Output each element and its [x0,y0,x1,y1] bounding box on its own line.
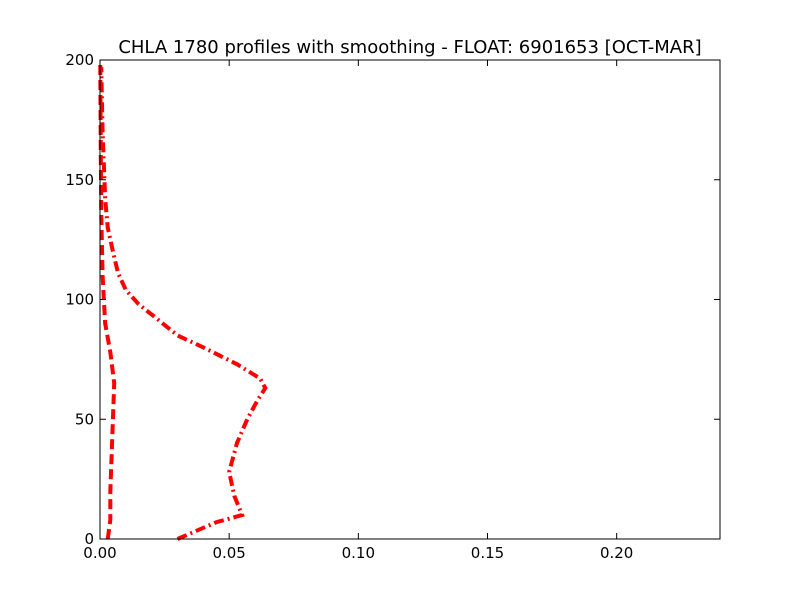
x-tick-label: 0.00 [83,544,116,562]
y-tick-label: 100 [65,291,94,309]
series-line-dashed [98,59,117,540]
x-tick-label: 0.05 [212,544,245,562]
x-tick-label: 0.10 [342,544,375,562]
axis-tick-labels: 0.00 0.05 0.10 0.15 0.20 0 50 100 150 200 [65,51,633,562]
plot-frame [99,59,721,540]
plot-lines [98,59,268,541]
series-line-dashdot [99,67,268,541]
x-tick-label: 0.15 [471,544,504,562]
axis-ticks [99,59,720,540]
y-tick-label: 50 [75,410,94,428]
y-tick-label: 0 [84,530,94,548]
y-tick-label: 150 [65,171,94,189]
y-tick-label: 200 [65,51,94,69]
x-tick-label: 0.20 [600,544,633,562]
chart-title: CHLA 1780 profiles with smoothing - FLOA… [118,37,701,58]
